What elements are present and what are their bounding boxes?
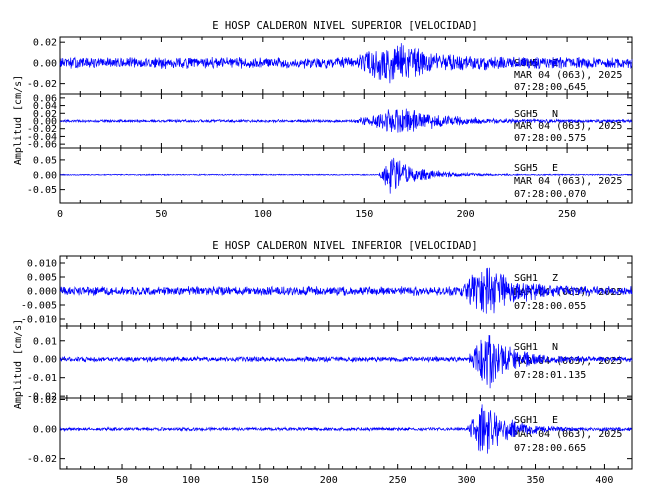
x-tick-label: 350 <box>526 475 544 486</box>
y-tick-label: 0.00 <box>33 58 57 69</box>
x-tick-label: 0 <box>57 209 63 220</box>
channel-component: Z <box>552 273 558 284</box>
waveform-trace <box>59 334 633 389</box>
panel-frame <box>59 147 633 204</box>
channel-label: SGH1 <box>514 273 538 284</box>
y-tick-label: 0.02 <box>33 395 57 406</box>
y-tick-label: -0.02 <box>27 392 57 403</box>
x-tick-label: 250 <box>389 475 407 486</box>
channel-label: SGH5 <box>514 163 538 174</box>
waveform-trace <box>59 267 633 314</box>
y-tick-label: -0.02 <box>27 454 57 465</box>
y-tick-label: -0.010 <box>21 315 57 326</box>
chart-upper: E HOSP CALDERON NIVEL SUPERIOR [VELOCIDA… <box>13 20 633 220</box>
channel-label: SGH5 <box>514 109 538 120</box>
x-tick-label: 150 <box>355 209 373 220</box>
y-tick-label: 0.00 <box>33 425 57 436</box>
x-tick-label: 250 <box>558 209 576 220</box>
channel-component: N <box>552 109 558 120</box>
y-tick-label: -0.01 <box>27 373 57 384</box>
x-tick-label: 200 <box>457 209 475 220</box>
channel-date: MAR 04 (063), 2025 <box>514 70 622 81</box>
y-tick-label: 0.00 <box>33 170 57 181</box>
x-tick-label: 100 <box>182 475 200 486</box>
panel-upper-e: SGH5 E MAR 04 (063), 2025 07:28:00.070 0… <box>27 147 633 204</box>
channel-date: MAR 04 (063), 2025 <box>514 356 622 367</box>
y-tick-label: 0.000 <box>27 287 57 298</box>
chart-lower: E HOSP CALDERON NIVEL INFERIOR [VELOCIDA… <box>13 240 633 486</box>
y-tick-label: 0.05 <box>33 155 57 166</box>
y-tick-label: -0.005 <box>21 301 57 312</box>
channel-component: E <box>552 163 558 174</box>
x-tick-label: 150 <box>251 475 269 486</box>
y-tick-label: -0.02 <box>27 79 57 90</box>
y-tick-label: 0.00 <box>33 117 57 128</box>
channel-time: 07:28:00.055 <box>514 301 586 312</box>
chart-lower-ylabel: Amplitud [cm/s] <box>13 319 24 409</box>
panel-lower-n: SGH1 N MAR 04 (063), 2025 07:28:01.135 0… <box>27 325 633 403</box>
x-tick-label: 50 <box>116 475 128 486</box>
x-tick-label: 50 <box>155 209 167 220</box>
y-tick-label: 0.02 <box>33 38 57 49</box>
channel-time: 07:28:01.135 <box>514 370 586 381</box>
channel-time: 07:28:00.070 <box>514 189 586 200</box>
channel-component: N <box>552 342 558 353</box>
panel-lower-e: SGH1 E MAR 04 (063), 2025 07:28:00.665 0… <box>27 395 633 470</box>
x-tick-label: 300 <box>458 475 476 486</box>
waveform-trace <box>59 404 633 454</box>
x-tick-label: 400 <box>595 475 613 486</box>
y-tick-label: 0.00 <box>33 355 57 366</box>
channel-date: MAR 04 (063), 2025 <box>514 429 622 440</box>
y-tick-label: 0.06 <box>33 93 57 104</box>
waveform-trace <box>59 43 633 84</box>
panel-lower-z: SGH1 Z MAR 04 (063), 2025 07:28:00.055 0… <box>21 255 633 327</box>
channel-date: MAR 04 (063), 2025 <box>514 176 622 187</box>
y-tick-label: 0.04 <box>33 101 57 112</box>
waveform-trace <box>59 108 633 133</box>
y-tick-label: 0.005 <box>27 273 57 284</box>
y-tick-label: 0.02 <box>33 109 57 120</box>
panel-frame <box>59 397 633 470</box>
y-tick-label: -0.05 <box>27 185 57 196</box>
channel-time: 07:28:00.645 <box>514 82 586 93</box>
x-tick-label: 100 <box>254 209 272 220</box>
waveform-trace <box>59 157 633 194</box>
y-tick-label: -0.06 <box>27 140 57 151</box>
panel-upper-z: SGH5 Z MAR 04 (063), 2025 07:28:00.645 0… <box>27 36 633 95</box>
y-tick-label: -0.02 <box>27 124 57 135</box>
channel-label: SGH1 <box>514 415 538 426</box>
y-tick-label: -0.04 <box>27 132 57 143</box>
chart-upper-ylabel: Amplitud [cm/s] <box>13 75 24 165</box>
panel-upper-n: SGH5 N MAR 04 (063), 2025 07:28:00.575 0… <box>27 93 633 151</box>
chart-lower-title: E HOSP CALDERON NIVEL INFERIOR [VELOCIDA… <box>212 240 478 252</box>
channel-component: E <box>552 415 558 426</box>
x-tick-label: 200 <box>320 475 338 486</box>
y-tick-label: 0.010 <box>27 259 57 270</box>
channel-label: SGH1 <box>514 342 538 353</box>
chart-upper-title: E HOSP CALDERON NIVEL SUPERIOR [VELOCIDA… <box>212 20 478 32</box>
y-tick-label: 0.01 <box>33 336 57 347</box>
channel-time: 07:28:00.575 <box>514 133 586 144</box>
chart-lower-x-axis: 50 100 150 200 250 300 350 400 <box>66 256 633 486</box>
channel-time: 07:28:00.665 <box>514 443 586 454</box>
channel-date: MAR 04 (063), 2025 <box>514 121 622 132</box>
chart-upper-x-axis: 0 50 100 150 200 250 <box>57 37 629 220</box>
